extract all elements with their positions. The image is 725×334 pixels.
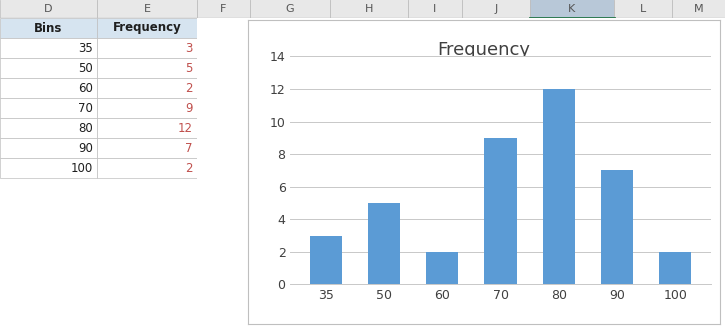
FancyBboxPatch shape: [408, 0, 462, 18]
FancyBboxPatch shape: [97, 118, 197, 138]
Text: M: M: [694, 4, 703, 14]
Text: Frequency: Frequency: [437, 41, 531, 59]
FancyBboxPatch shape: [330, 0, 408, 18]
FancyBboxPatch shape: [462, 0, 530, 18]
Text: Bins: Bins: [34, 21, 62, 34]
FancyBboxPatch shape: [97, 38, 197, 58]
FancyBboxPatch shape: [97, 78, 197, 98]
Text: 80: 80: [78, 122, 93, 135]
Text: 2: 2: [186, 81, 193, 95]
Text: E: E: [144, 4, 151, 14]
Text: 100: 100: [71, 162, 93, 174]
Text: L: L: [640, 4, 646, 14]
Text: 3: 3: [186, 41, 193, 54]
Text: J: J: [494, 4, 497, 14]
FancyBboxPatch shape: [0, 138, 97, 158]
Text: 35: 35: [78, 41, 93, 54]
FancyBboxPatch shape: [0, 98, 97, 118]
Text: 12: 12: [178, 122, 193, 135]
Text: G: G: [286, 4, 294, 14]
Text: 2: 2: [186, 162, 193, 174]
Text: K: K: [568, 4, 576, 14]
FancyBboxPatch shape: [0, 118, 97, 138]
Text: Frequency: Frequency: [112, 21, 181, 34]
FancyBboxPatch shape: [97, 98, 197, 118]
FancyBboxPatch shape: [97, 158, 197, 178]
FancyBboxPatch shape: [97, 58, 197, 78]
FancyBboxPatch shape: [614, 0, 672, 18]
Text: 70: 70: [78, 102, 93, 115]
FancyBboxPatch shape: [530, 0, 614, 18]
Text: 90: 90: [78, 142, 93, 155]
FancyBboxPatch shape: [197, 0, 250, 18]
FancyBboxPatch shape: [97, 138, 197, 158]
FancyBboxPatch shape: [0, 158, 97, 178]
FancyBboxPatch shape: [97, 0, 197, 18]
FancyBboxPatch shape: [0, 58, 97, 78]
Text: H: H: [365, 4, 373, 14]
FancyBboxPatch shape: [97, 18, 197, 38]
FancyBboxPatch shape: [250, 0, 330, 18]
FancyBboxPatch shape: [0, 38, 97, 58]
Text: I: I: [434, 4, 436, 14]
FancyBboxPatch shape: [0, 18, 97, 38]
Text: 9: 9: [186, 102, 193, 115]
Text: 50: 50: [78, 61, 93, 74]
Text: 7: 7: [186, 142, 193, 155]
FancyBboxPatch shape: [672, 0, 725, 18]
Text: F: F: [220, 4, 227, 14]
Text: 60: 60: [78, 81, 93, 95]
FancyBboxPatch shape: [0, 0, 97, 18]
Text: 5: 5: [186, 61, 193, 74]
Text: D: D: [44, 4, 53, 14]
FancyBboxPatch shape: [0, 78, 97, 98]
